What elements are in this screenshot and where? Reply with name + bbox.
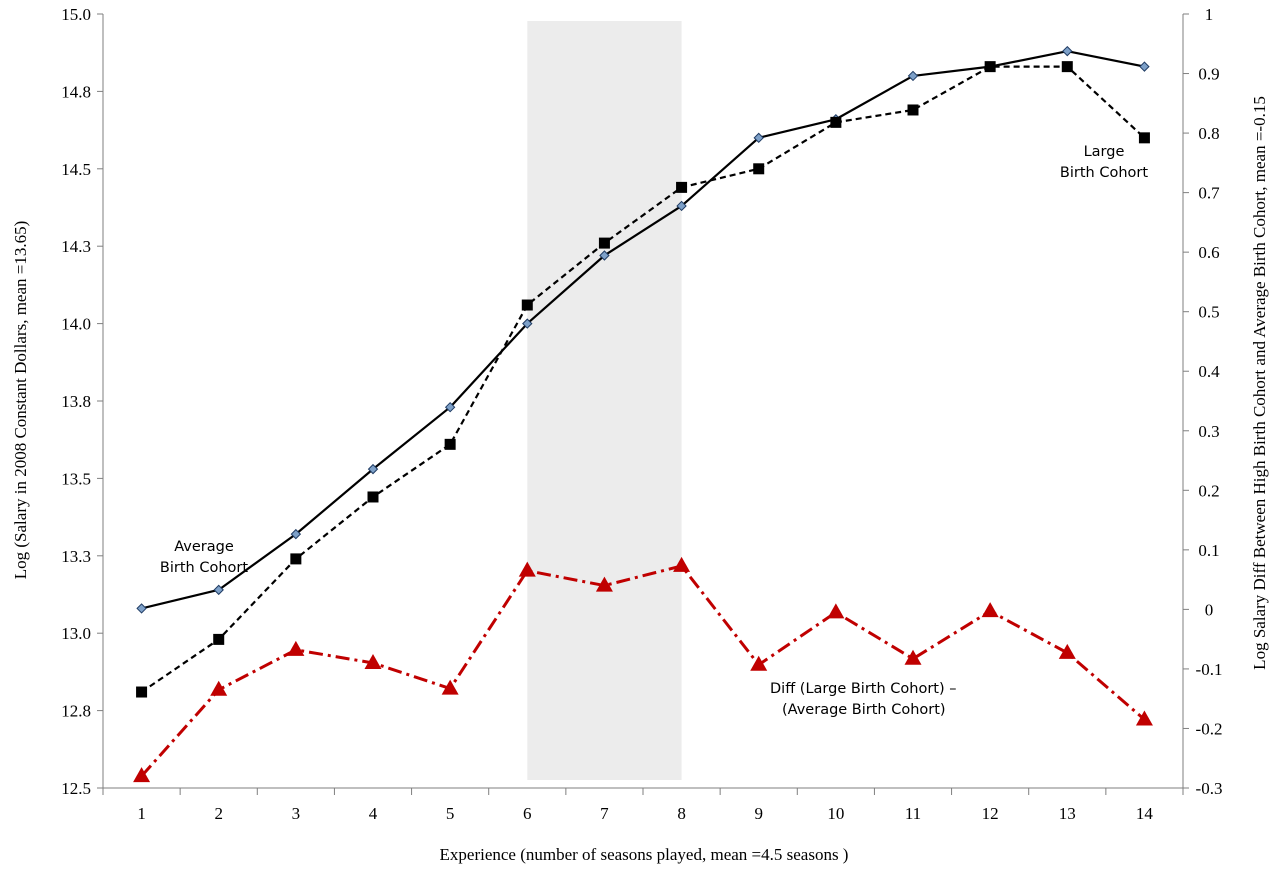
y2-tick-label: 0.1 [1198, 541, 1219, 560]
data-point-average [753, 132, 764, 144]
y2-axis-title: Log Salary Diff Between High Birth Cohor… [1250, 96, 1269, 670]
y2-tick-label: 0.4 [1198, 362, 1220, 381]
data-point-diff [133, 767, 151, 783]
x-tick-label: 14 [1136, 804, 1154, 823]
data-point-diff [673, 556, 691, 572]
y2-tick-label: 0.8 [1198, 124, 1219, 143]
y-tick-label: 15.0 [61, 5, 91, 24]
y2-tick-label: -0.3 [1196, 779, 1223, 798]
x-axis-title: Experience (number of seasons played, me… [440, 845, 849, 864]
x-tick-label: 6 [523, 804, 532, 823]
x-tick-label: 13 [1059, 804, 1076, 823]
annotation-layer: Average Birth Cohort Large Birth Cohort … [160, 144, 1148, 718]
shaded-region [527, 21, 682, 780]
data-point-large [907, 104, 919, 116]
y2-tick-label: 1 [1205, 5, 1214, 24]
y-tick-label: 14.5 [61, 160, 91, 179]
x-tick-label: 3 [292, 804, 301, 823]
x-tick-label: 9 [754, 804, 763, 823]
x-tick-label: 2 [214, 804, 223, 823]
data-point-average [367, 463, 379, 475]
data-point-average [444, 401, 456, 413]
data-point-large [984, 61, 996, 73]
data-point-large [290, 553, 302, 565]
y-axis-title: Log (Salary in 2008 Constant Dollars, me… [11, 221, 30, 580]
y-tick-label: 13.8 [61, 392, 91, 411]
data-point-diff [441, 679, 459, 695]
x-tick-label: 10 [827, 804, 844, 823]
y2-tick-label: 0.3 [1198, 422, 1219, 441]
data-point-diff [287, 640, 305, 656]
x-tick-label: 12 [982, 804, 999, 823]
annotation-diff-line1: Diff (Large Birth Cohort) – [770, 681, 957, 697]
data-point-large [598, 237, 610, 249]
data-point-diff [904, 649, 922, 665]
annotation-diff-line2: (Average Birth Cohort) [782, 702, 946, 718]
y2-tick-label: 0.2 [1198, 481, 1219, 500]
y-tick-label: 14.0 [61, 315, 91, 334]
data-point-average [522, 318, 533, 329]
y2-tick-label: 0.6 [1198, 243, 1219, 262]
x-tick-label: 11 [905, 804, 921, 823]
x-tick-label: 5 [446, 804, 455, 823]
y2-tick-label: 0.7 [1198, 184, 1220, 203]
data-point-diff [981, 602, 999, 618]
data-point-average [136, 603, 147, 614]
y-tick-label: 14.8 [61, 82, 91, 101]
data-point-diff [1135, 710, 1153, 726]
data-point-large [676, 181, 688, 193]
annotation-large-line1: Large [1084, 144, 1125, 160]
x-tick-label: 7 [600, 804, 609, 823]
data-point-large [136, 686, 148, 698]
series-line-diff [140, 564, 1146, 778]
series-line-average [141, 50, 1145, 610]
y2-tick-label: 0 [1205, 600, 1214, 619]
data-point-average [1139, 61, 1150, 72]
data-point-large [753, 163, 765, 175]
data-point-diff [750, 655, 768, 671]
y-tick-label: 14.3 [61, 237, 91, 256]
data-point-diff [210, 680, 228, 696]
data-point-average [1062, 45, 1073, 57]
y-tick-label: 13.3 [61, 547, 91, 566]
y2-tick-label: -0.1 [1196, 660, 1223, 679]
x-tick-label: 8 [677, 804, 686, 823]
data-point-large [1061, 61, 1073, 73]
axes-layer: 12.5 12.8 13.0 13.3 13.5 13.8 14.0 14.3 14.5 14.8… [61, 5, 1222, 823]
series-line-large [140, 65, 1146, 693]
annotation-large-line2: Birth Cohort [1060, 165, 1148, 181]
data-point-large [444, 438, 456, 450]
y2-tick-label: 0.9 [1198, 65, 1219, 84]
data-point-large [367, 491, 379, 503]
data-point-diff [364, 653, 382, 669]
x-tick-label: 1 [137, 804, 146, 823]
data-point-large [1138, 132, 1150, 144]
y2-tick-label: -0.2 [1196, 719, 1223, 738]
data-point-average [599, 250, 610, 261]
data-point-diff [518, 561, 536, 577]
shaded-region-layer [527, 21, 682, 780]
data-point-diff [1058, 643, 1076, 659]
annotation-average-line2: Birth Cohort [160, 560, 248, 576]
data-point-average [907, 70, 919, 82]
data-point-large [521, 299, 533, 311]
data-point-average [676, 200, 687, 212]
data-point-average [290, 528, 302, 540]
x-tick-label: 4 [369, 804, 378, 823]
data-point-average [213, 584, 224, 596]
data-point-diff [827, 603, 845, 619]
annotation-average-line1: Average [174, 539, 234, 555]
y-tick-label: 12.8 [61, 702, 91, 721]
data-point-large [213, 633, 225, 645]
y-tick-label: 13.0 [61, 624, 91, 643]
data-point-diff [595, 576, 613, 592]
series-layer [133, 45, 1153, 783]
y-tick-label: 12.5 [61, 779, 91, 798]
data-point-large [830, 116, 842, 128]
y2-tick-label: 0.5 [1198, 303, 1219, 322]
y-tick-label: 13.5 [61, 469, 91, 488]
